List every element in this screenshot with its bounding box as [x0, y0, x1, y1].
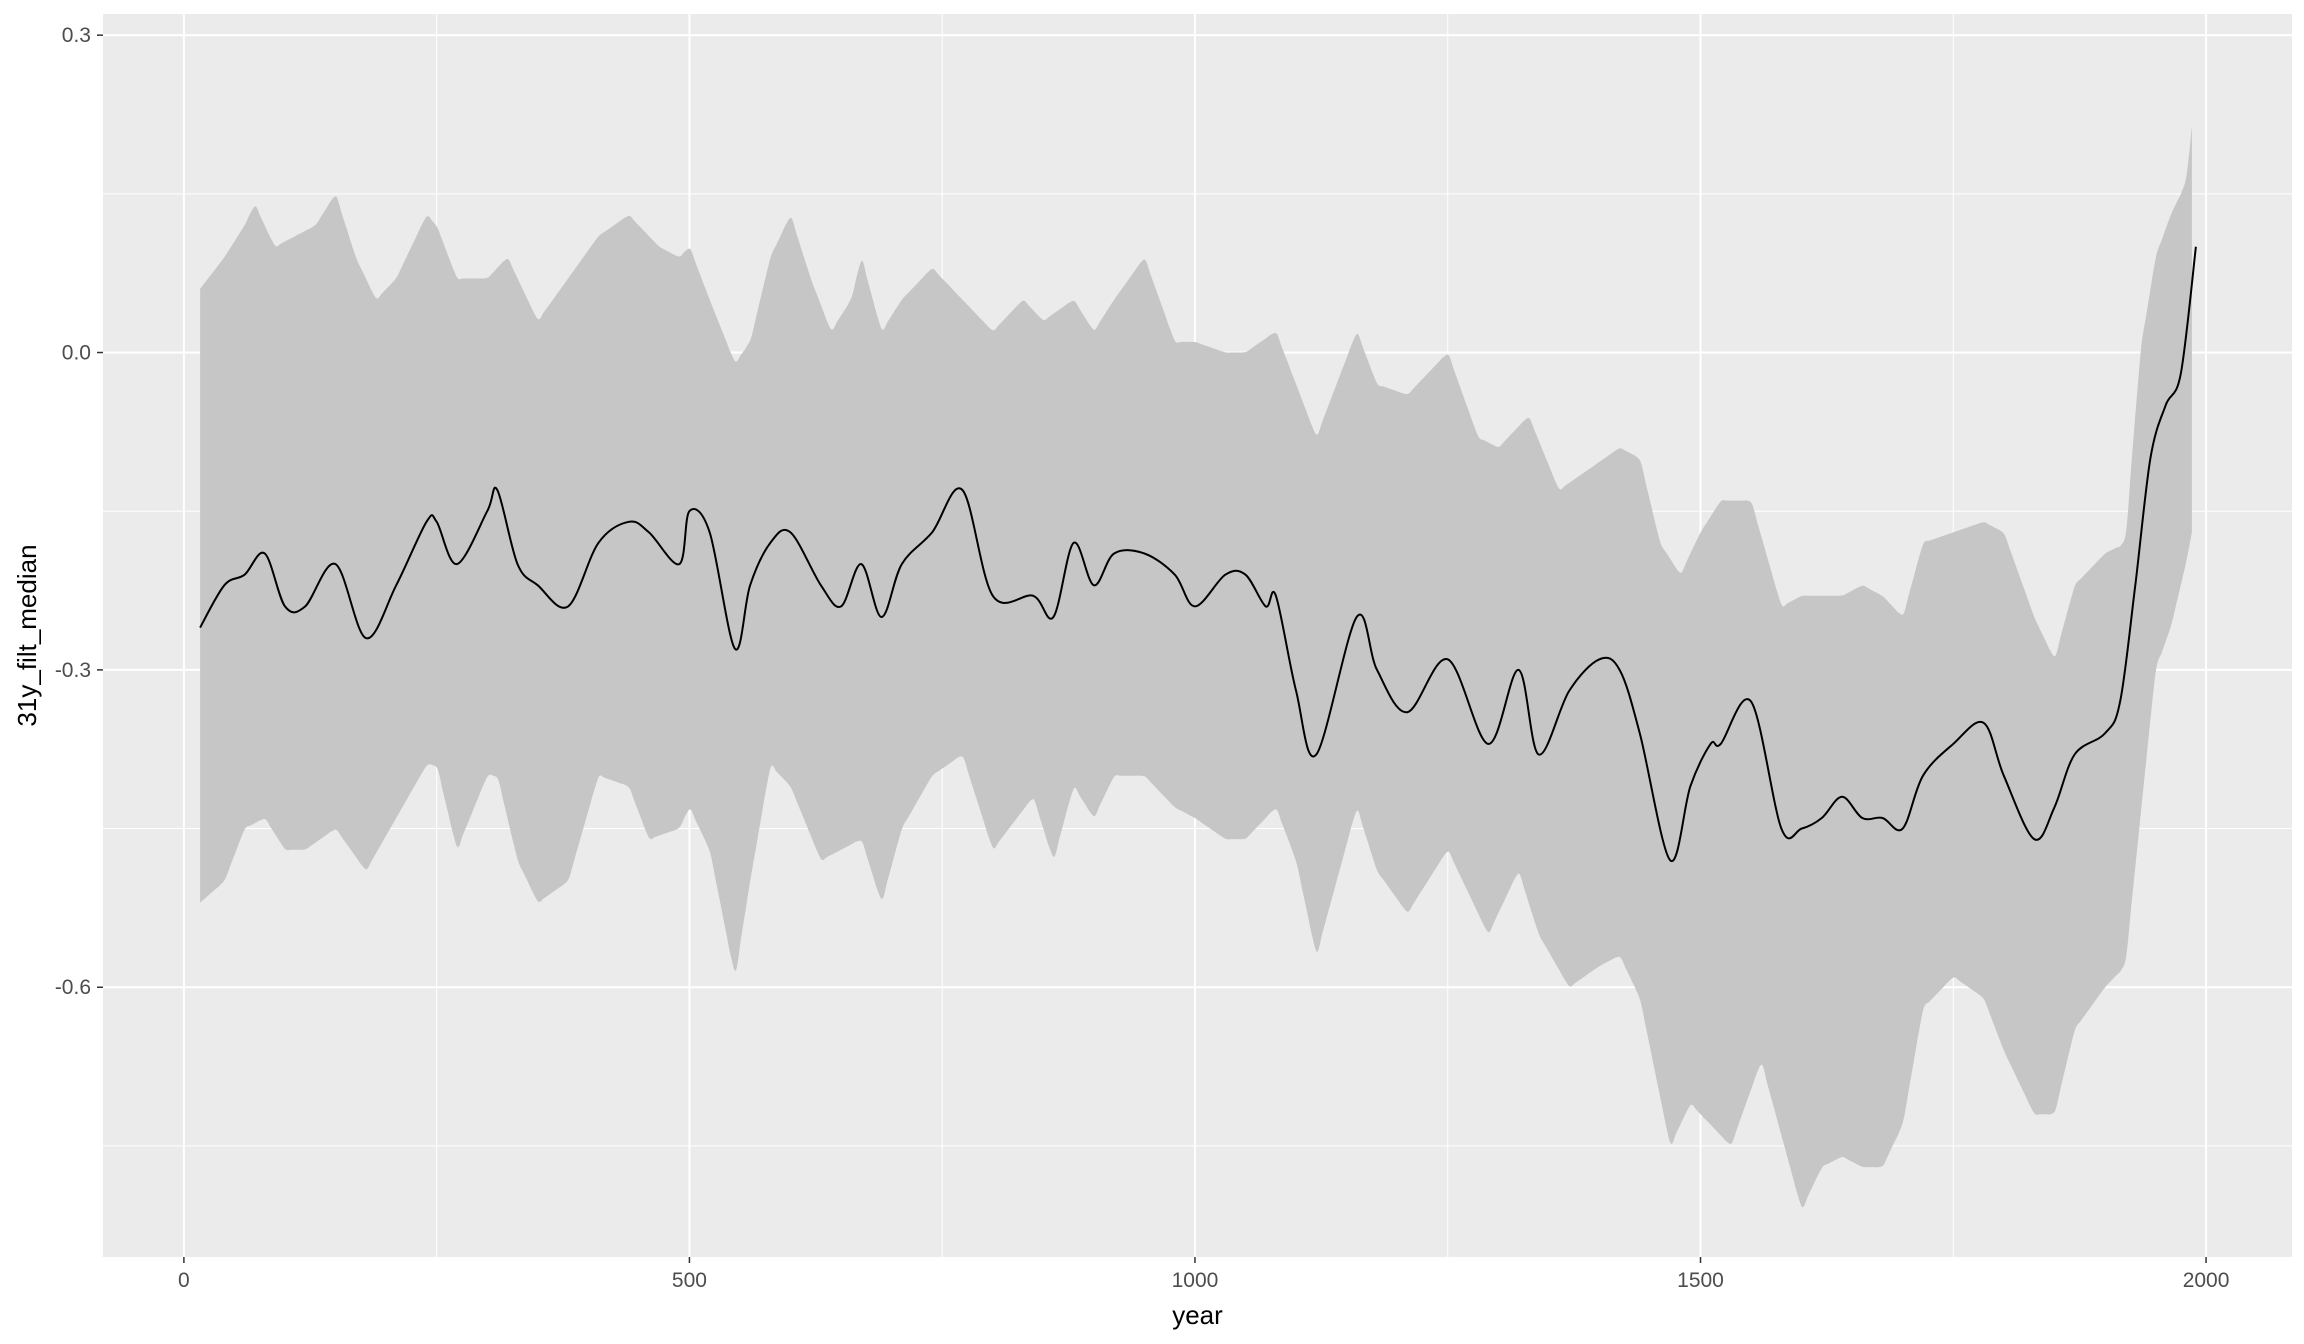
x-axis: 0 500 1000 1500 2000: [178, 1257, 2229, 1292]
x-tick-label: 500: [672, 1269, 707, 1292]
x-tick-label: 1500: [1677, 1269, 1724, 1292]
y-tick-label: 0.3: [62, 24, 91, 47]
median-line: [199, 246, 2197, 862]
x-tick-label: 1000: [1172, 1269, 1219, 1292]
y-tick-label: -0.3: [55, 659, 91, 682]
y-axis: 0.3 0.0 -0.3 -0.6: [55, 24, 103, 999]
x-tick-label: 2000: [2183, 1269, 2230, 1292]
y-axis-title: 31y_filt_median: [12, 544, 42, 726]
y-tick-label: -0.6: [55, 976, 91, 999]
x-axis-title: year: [1172, 1300, 1223, 1330]
x-tick-label: 0: [178, 1269, 190, 1292]
confidence-ribbon: [200, 126, 2192, 1208]
y-tick-label: 0.0: [62, 342, 91, 365]
